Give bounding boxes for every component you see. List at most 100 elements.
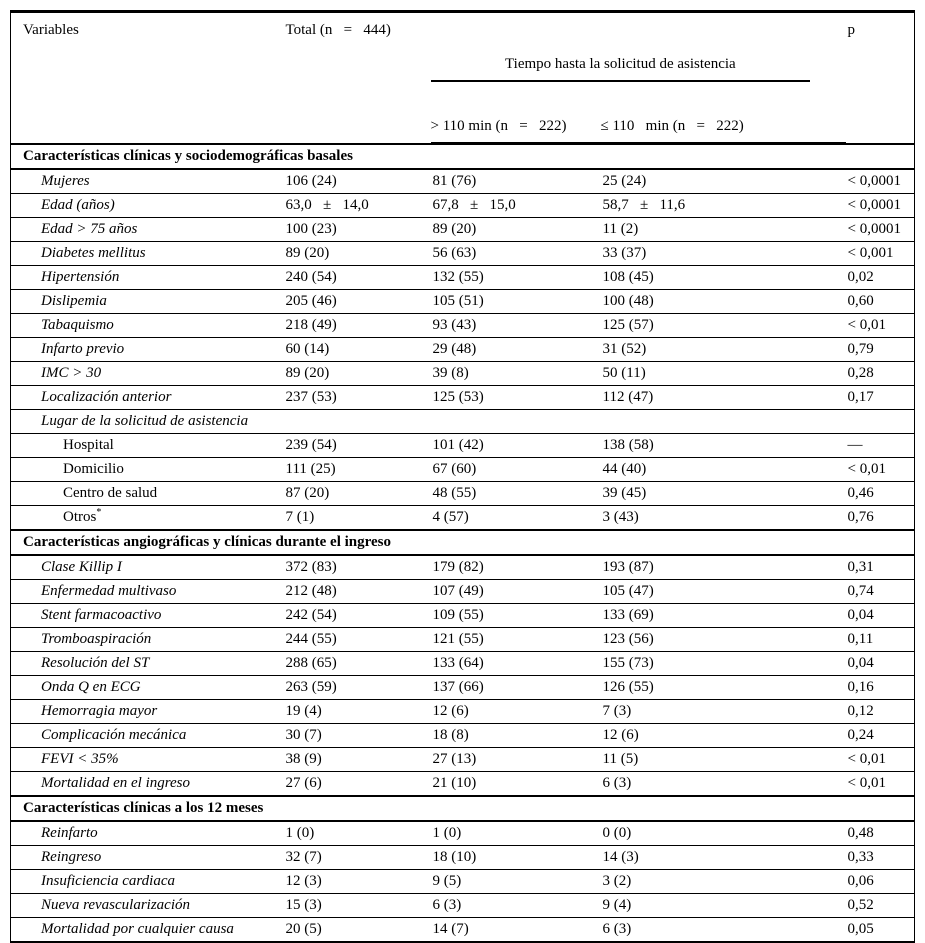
row-label: IMC > 30 [10,361,284,386]
table-row: Complicación mecánica 30 (7) 18 (8) 12 (6) 0… [10,723,915,748]
cell-total: 12 (3) [283,869,431,894]
cell-le110: 33 (37) [600,241,846,266]
section-title: Características angiográficas y clínicas… [10,529,915,556]
row-label: Otros* [10,505,284,531]
row-label: Domicilio [10,457,284,482]
table-row: Lugar de la solicitud de asistencia [10,409,915,434]
cell-total: 1 (0) [283,821,431,846]
cell-le110: 105 (47) [600,579,846,604]
row-label: Edad (años) [10,193,284,218]
cell-le110: 6 (3) [600,771,846,797]
row-label: Nueva revascularización [10,893,284,918]
cell-total: 15 (3) [283,893,431,918]
row-label: Resolución del ST [10,651,284,676]
cell-le110: 6 (3) [600,917,846,943]
column-group-tiempo-label: Tiempo hasta la solicitud de asistencia [430,56,811,82]
cell-le110: 14 (3) [600,845,846,870]
cell-p: < 0,01 [845,313,915,338]
cell-total: 7 (1) [283,505,431,531]
cell-gt110: 48 (55) [430,481,601,506]
cell-le110: 108 (45) [600,265,846,290]
cell-total: 218 (49) [283,313,431,338]
row-label-text: Clase Killip I [41,559,122,575]
section-title: Características clínicas a los 12 meses [10,795,915,822]
row-label-text: Mortalidad por cualquier causa [41,921,234,937]
cell-gt110: 125 (53) [430,385,601,410]
cell-le110: 7 (3) [600,699,846,724]
cell-total: 263 (59) [283,675,431,700]
column-header-le110: ≤ 110 min (n = 222) [600,116,846,145]
cell-gt110: 101 (42) [430,433,601,458]
row-label-text: Localización anterior [41,389,172,405]
cell-p: 0,11 [845,627,915,652]
cell-le110: 50 (11) [600,361,846,386]
row-label-text: Tabaquismo [41,317,114,333]
cell-gt110: 1 (0) [430,821,601,846]
cell-total: 63,0 ± 14,0 [283,193,431,218]
row-label: Tromboaspiración [10,627,284,652]
table-row: Domicilio 111 (25) 67 (60) 44 (40) < 0,01 [10,457,915,482]
table-row: Localización anterior 237 (53) 125 (53) 112… [10,385,915,410]
row-label-text: Enfermedad multivaso [41,583,177,599]
cell-gt110: 18 (8) [430,723,601,748]
row-label: Onda Q en ECG [10,675,284,700]
row-label: Diabetes mellitus [10,241,284,266]
cell-gt110: 67,8 ± 15,0 [430,193,601,218]
row-label: Stent farmacoactivo [10,603,284,628]
cell-p: — [845,433,915,458]
table-row: Edad > 75 años 100 (23) 89 (20) 11 (2) < 0,0… [10,217,915,242]
row-label: Hipertensión [10,265,284,290]
cell-le110: 25 (24) [600,169,846,194]
cell-p: 0,76 [845,505,915,531]
cell-gt110: 27 (13) [430,747,601,772]
cell-le110: 3 (2) [600,869,846,894]
column-header-gt110: > 110 min (n = 222) [430,116,601,145]
table-row: Mortalidad en el ingreso 27 (6) 21 (10) 6 (… [10,771,915,797]
cell-le110: 9 (4) [600,893,846,918]
column-header-p: p [847,22,856,38]
cell-p: 0,17 [845,385,915,410]
cell-gt110: 121 (55) [430,627,601,652]
cell-total: 212 (48) [283,579,431,604]
cell-gt110: 9 (5) [430,869,601,894]
table-row: Tabaquismo 218 (49) 93 (43) 125 (57) < 0,01 [10,313,915,338]
row-label-text: Reinfarto [41,825,98,841]
cell-total: 32 (7) [283,845,431,870]
cell-le110: 193 (87) [600,555,846,580]
row-label: Complicación mecánica [10,723,284,748]
cell-gt110: 133 (64) [430,651,601,676]
table-row: Hemorragia mayor 19 (4) 12 (6) 7 (3) 0,12 [10,699,915,724]
table-row: Infarto previo 60 (14) 29 (48) 31 (52) 0,79 [10,337,915,362]
row-label: Localización anterior [10,385,284,410]
cell-gt110: 12 (6) [430,699,601,724]
table-row: Reingreso 32 (7) 18 (10) 14 (3) 0,33 [10,845,915,870]
table-header: Variables Total (n = 444) Tiempo hasta l… [11,12,915,145]
cell-total [283,409,431,434]
row-label: FEVI < 35% [10,747,284,772]
row-label: Enfermedad multivaso [10,579,284,604]
row-label-text: Centro de salud [63,485,158,501]
cell-total: 242 (54) [283,603,431,628]
table-body: Características clínicas y sociodemográf… [10,142,915,943]
cell-le110: 31 (52) [600,337,846,362]
row-label: Mortalidad por cualquier causa [10,917,284,943]
cell-p: < 0,01 [845,747,915,772]
cell-p: < 0,01 [845,771,915,797]
cell-total: 89 (20) [283,241,431,266]
cell-gt110: 29 (48) [430,337,601,362]
row-label-text: IMC > 30 [41,365,102,381]
cell-p: 0,06 [845,869,915,894]
cell-total: 19 (4) [283,699,431,724]
cell-le110: 133 (69) [600,603,846,628]
cell-total: 89 (20) [283,361,431,386]
cell-total: 38 (9) [283,747,431,772]
cell-gt110: 81 (76) [430,169,601,194]
cell-le110: 11 (5) [600,747,846,772]
cell-le110: 0 (0) [600,821,846,846]
cell-le110: 155 (73) [600,651,846,676]
cell-total: 27 (6) [283,771,431,797]
row-label-text: Reingreso [41,849,102,865]
row-label-text: FEVI < 35% [41,751,119,767]
cell-p: 0,79 [845,337,915,362]
row-label-text: Insuficiencia cardiaca [41,873,175,889]
